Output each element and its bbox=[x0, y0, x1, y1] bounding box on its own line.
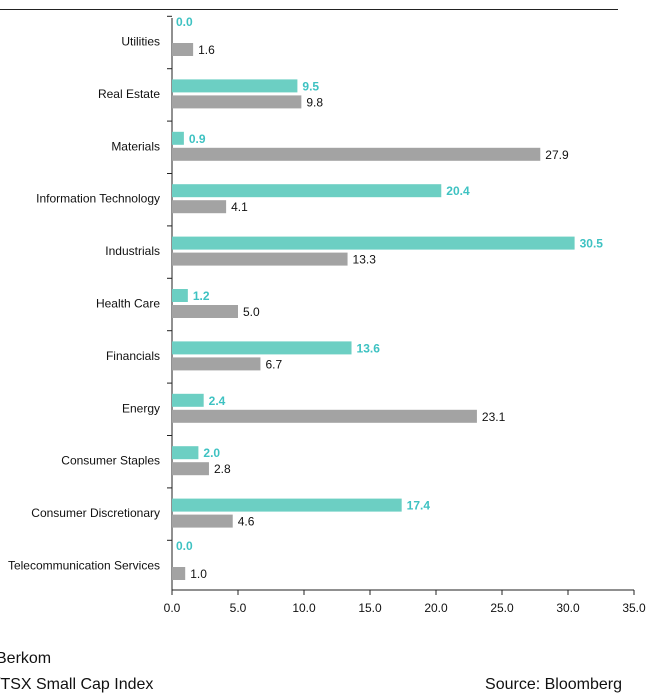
category-label: Materials bbox=[111, 139, 160, 153]
bar-berkom bbox=[172, 236, 575, 250]
value-label-tsx: 4.1 bbox=[231, 200, 248, 214]
value-label-tsx: 2.8 bbox=[214, 462, 231, 476]
bar-berkom bbox=[172, 498, 402, 512]
value-label-tsx: 13.3 bbox=[353, 253, 377, 267]
category-label: Energy bbox=[122, 401, 160, 415]
category-label: Consumer Discretionary bbox=[31, 506, 160, 520]
value-label-berkom: 0.9 bbox=[189, 132, 206, 146]
bar-berkom bbox=[172, 289, 188, 302]
value-label-tsx: 27.9 bbox=[545, 148, 569, 162]
bar-tsx bbox=[172, 514, 233, 528]
bar-berkom bbox=[172, 184, 442, 198]
category-label: Information Technology bbox=[36, 192, 160, 206]
value-label-tsx: 9.8 bbox=[306, 95, 323, 109]
value-label-tsx: 23.1 bbox=[482, 410, 506, 424]
bar-tsx bbox=[172, 252, 348, 266]
bar-tsx bbox=[172, 305, 238, 318]
legend-berkom: Berkom bbox=[0, 650, 52, 667]
category-label: Industrials bbox=[105, 244, 160, 258]
category-label: Financials bbox=[106, 349, 160, 363]
category-label: Consumer Staples bbox=[61, 454, 160, 468]
x-tick-label: 0.0 bbox=[164, 601, 181, 615]
category-label: Utilities bbox=[121, 35, 160, 49]
value-label-tsx: 1.0 bbox=[190, 567, 207, 581]
value-label-tsx: 6.7 bbox=[265, 357, 282, 371]
x-tick-label: 15.0 bbox=[358, 601, 382, 615]
x-tick-label: 10.0 bbox=[292, 601, 316, 615]
x-tick-label: 25.0 bbox=[490, 601, 514, 615]
value-label-berkom: 9.5 bbox=[302, 79, 319, 93]
value-label-berkom: 30.5 bbox=[580, 237, 604, 251]
x-tick-label: 30.0 bbox=[556, 601, 580, 615]
plot-area: 0.0 5.0 10.0 15.0 20.0 25.0 30.0 35.0 Utilities 0… bbox=[8, 15, 646, 615]
bar-berkom bbox=[172, 446, 199, 460]
bar-tsx bbox=[172, 409, 477, 423]
legend-tsx-small-cap: /TSX Small Cap Index bbox=[0, 676, 154, 693]
bar-tsx bbox=[172, 43, 194, 56]
value-label-berkom: 1.2 bbox=[193, 289, 210, 303]
value-label-tsx: 5.0 bbox=[243, 305, 260, 319]
category-label: Real Estate bbox=[98, 87, 160, 101]
value-label-berkom: 13.6 bbox=[357, 341, 381, 355]
value-label-berkom: 0.0 bbox=[176, 15, 193, 29]
bar-berkom bbox=[172, 79, 298, 93]
bar-berkom bbox=[172, 131, 184, 145]
bar-tsx bbox=[172, 462, 209, 476]
bar-tsx bbox=[172, 95, 302, 109]
bar-tsx bbox=[172, 200, 227, 214]
bar-tsx bbox=[172, 357, 261, 371]
x-tick-label: 5.0 bbox=[230, 601, 247, 615]
category-label: Health Care bbox=[96, 297, 160, 311]
bar-tsx bbox=[172, 567, 186, 580]
category-label: Telecommunication Services bbox=[8, 559, 160, 573]
bar-berkom bbox=[172, 393, 204, 407]
value-label-tsx: 1.6 bbox=[198, 43, 215, 57]
x-tick-label: 20.0 bbox=[424, 601, 448, 615]
source-note: Source: Bloomberg bbox=[485, 676, 622, 693]
bar-berkom bbox=[172, 341, 352, 355]
value-label-berkom: 2.4 bbox=[209, 394, 226, 408]
value-label-berkom: 17.4 bbox=[407, 499, 431, 513]
value-label-berkom: 2.0 bbox=[203, 446, 220, 460]
x-tick-label: 35.0 bbox=[622, 601, 646, 615]
value-label-berkom: 0.0 bbox=[176, 539, 193, 553]
bar-tsx bbox=[172, 147, 541, 161]
value-label-tsx: 4.6 bbox=[238, 515, 255, 529]
value-label-berkom: 20.4 bbox=[446, 184, 470, 198]
